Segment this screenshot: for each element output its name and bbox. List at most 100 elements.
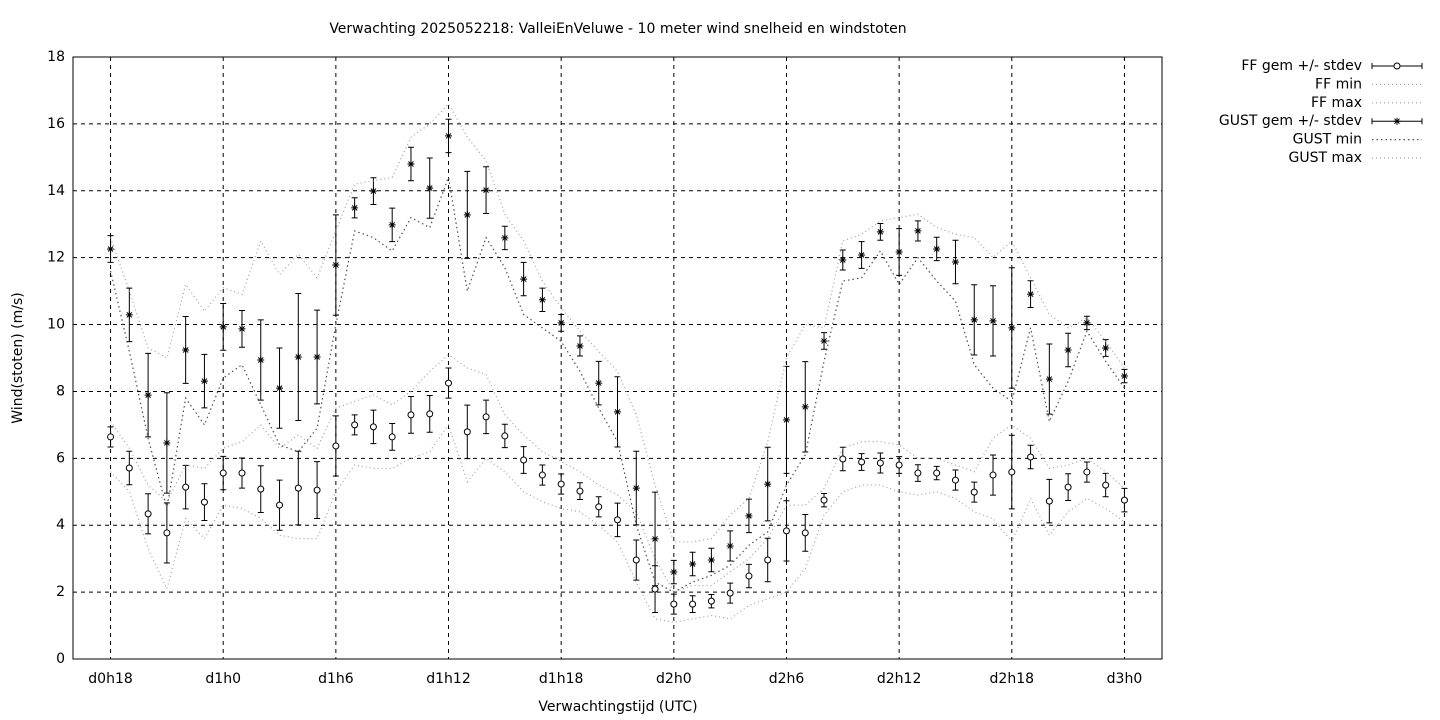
x-axis-label: Verwachtingstijd (UTC) bbox=[538, 699, 697, 715]
point bbox=[182, 346, 190, 354]
legend-label: FF min bbox=[1315, 76, 1362, 92]
point bbox=[951, 476, 959, 484]
point bbox=[238, 325, 246, 333]
point bbox=[914, 469, 922, 477]
point bbox=[820, 337, 828, 345]
point bbox=[257, 485, 265, 493]
point bbox=[388, 433, 396, 441]
y-tick-label: 12 bbox=[47, 250, 65, 266]
legend-marker bbox=[1393, 62, 1401, 70]
point bbox=[745, 572, 753, 580]
point bbox=[1008, 468, 1016, 476]
point bbox=[520, 456, 528, 464]
x-tick-label: d3h0 bbox=[1107, 671, 1143, 687]
point bbox=[144, 391, 152, 399]
point bbox=[839, 256, 847, 264]
point bbox=[820, 496, 828, 504]
point bbox=[895, 248, 903, 256]
point bbox=[200, 498, 208, 506]
point bbox=[1027, 290, 1035, 298]
point bbox=[858, 458, 866, 466]
point bbox=[858, 251, 866, 259]
y-tick-label: 18 bbox=[47, 49, 65, 65]
point bbox=[238, 469, 246, 477]
point bbox=[1045, 375, 1053, 383]
legend-label: GUST gem +/- stdev bbox=[1219, 113, 1362, 129]
plot-border bbox=[72, 56, 1163, 660]
point bbox=[163, 529, 171, 537]
point bbox=[257, 356, 265, 364]
y-tick-label: 10 bbox=[47, 317, 65, 333]
point bbox=[670, 568, 678, 576]
point bbox=[801, 403, 809, 411]
point bbox=[557, 480, 565, 488]
point bbox=[1120, 372, 1128, 380]
point bbox=[970, 488, 978, 496]
point bbox=[726, 589, 734, 597]
point bbox=[689, 560, 697, 568]
point bbox=[107, 433, 115, 441]
point bbox=[219, 323, 227, 331]
point bbox=[914, 227, 922, 235]
y-tick-label: 2 bbox=[56, 584, 65, 600]
point bbox=[1083, 468, 1091, 476]
point bbox=[294, 484, 302, 492]
legend-label: GUST max bbox=[1289, 150, 1363, 166]
point bbox=[614, 408, 621, 416]
point bbox=[1083, 319, 1091, 327]
point bbox=[163, 439, 171, 447]
point bbox=[351, 421, 359, 429]
point bbox=[426, 184, 434, 192]
point bbox=[407, 411, 415, 419]
y-tick-label: 0 bbox=[56, 651, 65, 667]
point bbox=[182, 483, 190, 491]
point bbox=[332, 261, 340, 269]
point bbox=[557, 319, 565, 327]
point bbox=[933, 469, 941, 477]
point bbox=[107, 245, 115, 253]
point bbox=[1102, 481, 1110, 489]
point bbox=[632, 556, 640, 564]
point bbox=[369, 423, 377, 431]
point bbox=[970, 316, 978, 324]
point bbox=[670, 600, 678, 608]
point bbox=[407, 160, 415, 168]
point bbox=[501, 432, 509, 440]
point bbox=[576, 487, 584, 495]
y-axis-label: Wind(stoten) (m/s) bbox=[10, 292, 26, 423]
point bbox=[895, 461, 903, 469]
point bbox=[689, 600, 697, 608]
x-tick-label: d1h0 bbox=[205, 671, 241, 687]
point bbox=[782, 527, 790, 535]
point bbox=[876, 459, 884, 467]
point bbox=[1027, 453, 1035, 461]
point bbox=[369, 187, 377, 195]
point bbox=[332, 442, 340, 450]
point bbox=[576, 342, 584, 350]
y-tick-label: 4 bbox=[56, 517, 65, 533]
point bbox=[614, 516, 621, 524]
point bbox=[463, 428, 471, 436]
point bbox=[764, 556, 772, 564]
point bbox=[595, 503, 603, 511]
legend-marker bbox=[1393, 117, 1401, 125]
point bbox=[388, 221, 396, 229]
y-tick-label: 8 bbox=[56, 383, 65, 399]
point bbox=[463, 211, 471, 219]
point bbox=[538, 471, 546, 479]
x-tick-label: d2h18 bbox=[990, 671, 1034, 687]
x-tick-label: d2h0 bbox=[656, 671, 692, 687]
point bbox=[276, 384, 284, 392]
point bbox=[1008, 324, 1016, 332]
legend-label: FF gem +/- stdev bbox=[1241, 58, 1362, 74]
point bbox=[294, 353, 302, 361]
x-tick-label: d0h18 bbox=[88, 671, 132, 687]
point bbox=[426, 410, 434, 418]
point bbox=[1045, 497, 1053, 505]
point bbox=[951, 258, 959, 266]
x-tick-label: d1h12 bbox=[426, 671, 470, 687]
series-line bbox=[110, 353, 1125, 593]
x-tick-label: d2h6 bbox=[769, 671, 805, 687]
point bbox=[144, 510, 152, 518]
